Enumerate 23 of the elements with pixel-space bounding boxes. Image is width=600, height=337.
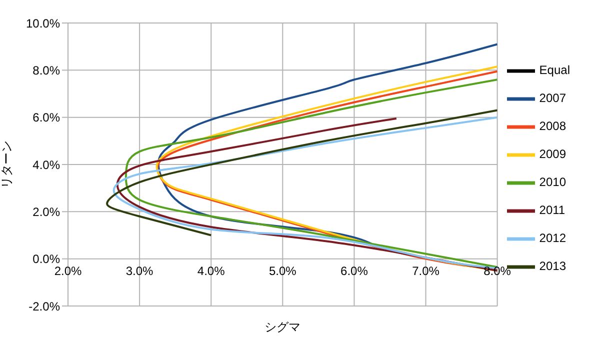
x-axis-title: シグマ [264,320,301,334]
x-tick-label: 5.0% [268,264,297,278]
y-tick-label: 10.0% [26,16,60,30]
legend-label: 2007 [539,90,566,105]
y-tick-label: 4.0% [32,158,60,172]
x-tick-label: 6.0% [340,264,368,278]
y-tick-label: 8.0% [32,63,60,78]
y-tick-label: -2.0% [28,299,60,314]
legend-label: 2009 [539,146,566,161]
y-tick-label: 0.0% [32,252,60,266]
legend-label: 2010 [539,174,566,189]
x-tick-label: 2.0% [54,264,82,278]
legend-label: 2011 [539,202,566,217]
legend-label: 2013 [539,258,566,273]
legend-label: Equal [539,62,570,77]
x-tick-label: 4.0% [197,264,226,278]
y-tick-label: 2.0% [32,204,60,219]
y-axis-title: リターン [0,140,14,188]
x-tick-label: 7.0% [412,264,440,278]
x-tick-label: 3.0% [126,264,154,278]
legend-label: 2012 [539,230,566,245]
y-tick-label: 6.0% [32,110,60,125]
legend-label: 2008 [539,118,566,133]
